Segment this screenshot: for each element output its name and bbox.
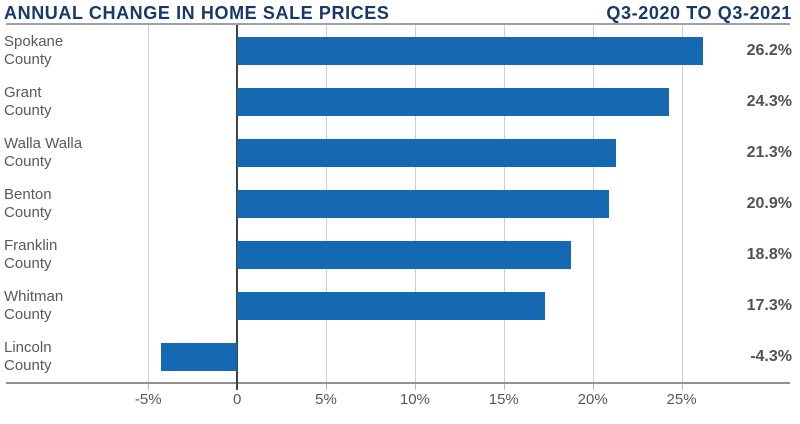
bar <box>237 36 703 65</box>
value-label: -4.3% <box>750 347 792 365</box>
gridline <box>148 25 150 382</box>
axis-tick-label: 25% <box>666 391 697 408</box>
axis-tick-label: 10% <box>399 391 430 408</box>
value-label: 17.3% <box>746 296 792 314</box>
axis-tick-label: 20% <box>577 391 608 408</box>
axis-tick-label: 5% <box>315 391 337 408</box>
category-label: Franklin County <box>4 236 58 272</box>
category-label: Benton County <box>4 185 52 221</box>
category-label: Grant County <box>4 83 52 119</box>
category-label: Spokane County <box>4 32 64 68</box>
axis-tick-label: 0 <box>232 391 242 408</box>
axis-tick <box>503 384 505 390</box>
category-label: Lincoln County <box>4 338 52 374</box>
value-label: 20.9% <box>746 194 792 212</box>
axis-tick <box>414 384 416 390</box>
bar <box>237 291 545 320</box>
x-axis-line <box>6 382 790 384</box>
gridline <box>681 25 683 382</box>
chart-title: ANNUAL CHANGE IN HOME SALE PRICES <box>4 3 390 23</box>
bar <box>237 87 670 116</box>
chart-period: Q3-2020 TO Q3-2021 <box>606 3 792 23</box>
bar <box>237 189 609 218</box>
axis-tick-label: -5% <box>134 391 162 408</box>
category-label: Whitman County <box>4 287 64 323</box>
category-label: Walla Walla County <box>4 134 83 170</box>
bar <box>237 138 616 167</box>
bar <box>237 240 572 269</box>
axis-tick-label: 15% <box>488 391 519 408</box>
value-label: 18.8% <box>746 245 792 263</box>
plot-top-rule <box>6 23 790 25</box>
axis-tick <box>681 384 683 390</box>
value-label: 26.2% <box>746 41 792 59</box>
bar <box>160 342 238 371</box>
value-label: 21.3% <box>746 143 792 161</box>
axis-tick <box>326 384 327 390</box>
axis-tick <box>148 384 150 390</box>
value-label: 24.3% <box>746 92 792 110</box>
axis-tick <box>592 384 594 390</box>
